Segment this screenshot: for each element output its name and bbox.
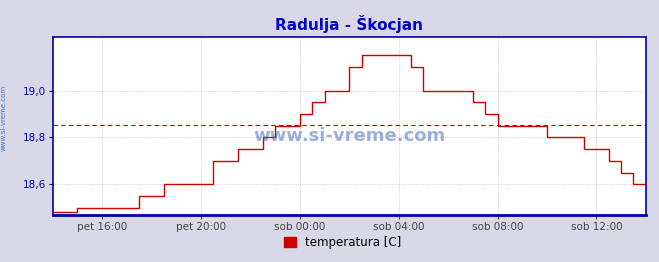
Legend: temperatura [C]: temperatura [C] bbox=[279, 231, 406, 253]
Text: www.si-vreme.com: www.si-vreme.com bbox=[0, 85, 7, 151]
Text: www.si-vreme.com: www.si-vreme.com bbox=[253, 127, 445, 145]
Title: Radulja - Škocjan: Radulja - Škocjan bbox=[275, 15, 423, 33]
